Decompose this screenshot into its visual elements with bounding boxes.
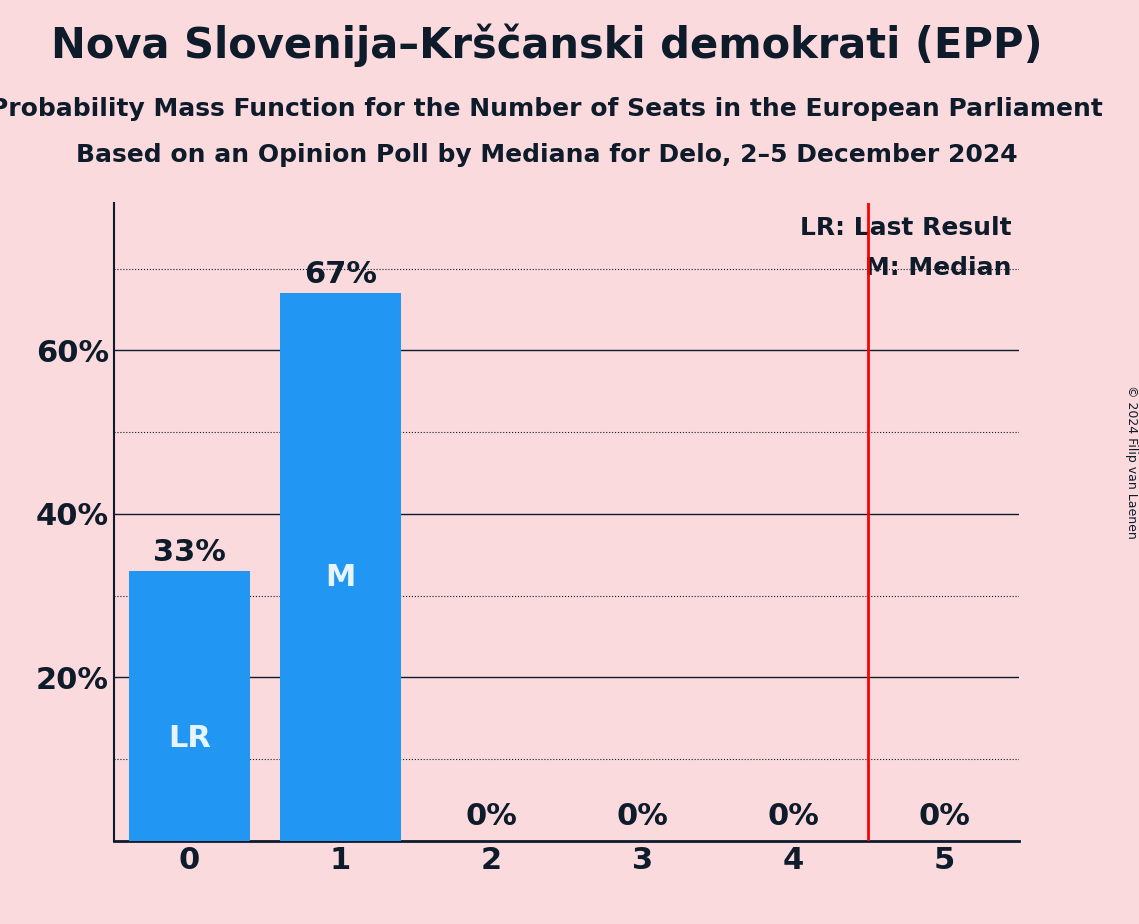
Bar: [280, 293, 401, 841]
Text: LR: LR: [167, 723, 211, 753]
Text: 0%: 0%: [616, 802, 669, 831]
Text: © 2024 Filip van Laenen: © 2024 Filip van Laenen: [1124, 385, 1138, 539]
Text: Nova Slovenija–Krščanski demokrati (EPP): Nova Slovenija–Krščanski demokrati (EPP): [51, 23, 1042, 67]
Bar: [129, 571, 249, 841]
Text: M: M: [325, 564, 355, 592]
Text: 33%: 33%: [153, 538, 226, 567]
Text: 0%: 0%: [465, 802, 517, 831]
Text: 0%: 0%: [918, 802, 970, 831]
Text: M: Median: M: Median: [866, 257, 1011, 280]
Text: 0%: 0%: [767, 802, 819, 831]
Text: Based on an Opinion Poll by Mediana for Delo, 2–5 December 2024: Based on an Opinion Poll by Mediana for …: [76, 143, 1017, 167]
Text: LR: Last Result: LR: Last Result: [801, 215, 1011, 239]
Text: Probability Mass Function for the Number of Seats in the European Parliament: Probability Mass Function for the Number…: [0, 97, 1104, 121]
Text: 67%: 67%: [304, 260, 377, 289]
